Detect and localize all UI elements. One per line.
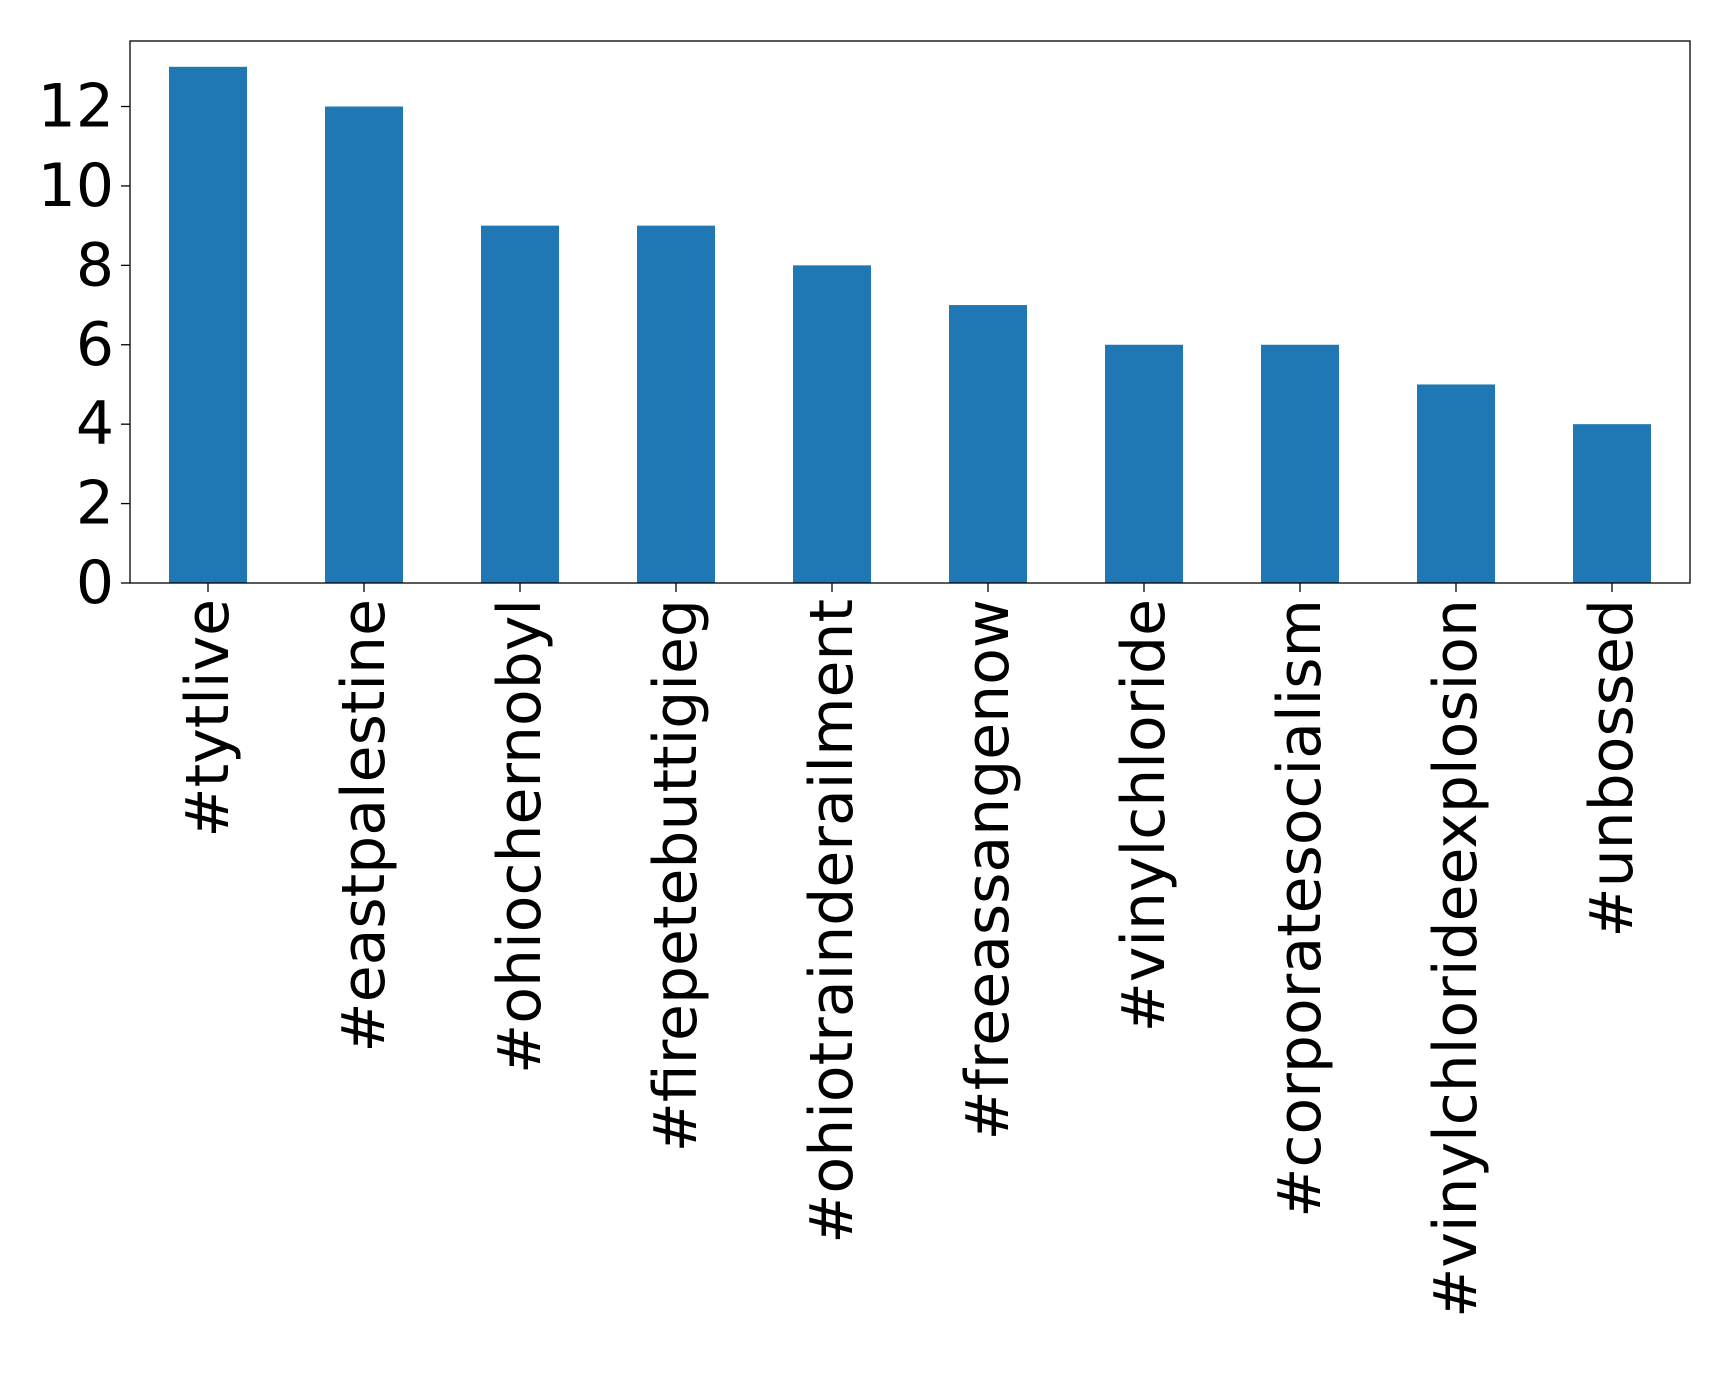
x-tick-label: #vinylchlorideexplosion xyxy=(1421,599,1491,1318)
x-tick-label: #ohiochernobyl xyxy=(485,599,555,1074)
bar-eastpalestine xyxy=(325,106,403,584)
bar-corporatesocialism xyxy=(1261,344,1339,583)
bar-vinylchloride xyxy=(1105,344,1183,583)
x-tick-label: #firepetebuttigieg xyxy=(641,599,711,1152)
y-tick-label: 10 xyxy=(38,151,114,221)
bar-ohiotrainderailment xyxy=(793,265,871,583)
y-tick-label: 6 xyxy=(76,310,114,380)
x-tick-label: #tytlive xyxy=(173,599,243,838)
plot-area-frame xyxy=(129,40,1691,584)
bars-layer xyxy=(169,66,1651,584)
bar-ohiochernobyl xyxy=(481,225,559,583)
bar-unbossed xyxy=(1573,424,1651,583)
x-tick-label: #unbossed xyxy=(1577,599,1647,938)
x-tick-label: #ohiotrainderailment xyxy=(797,599,867,1244)
y-tick-label: 0 xyxy=(76,548,114,618)
x-tick-label: #vinylchloride xyxy=(1109,599,1179,1032)
bar-freeassangenow xyxy=(949,305,1027,583)
x-tick-label: #corporatesocialism xyxy=(1265,599,1335,1218)
y-tick-label: 12 xyxy=(38,72,114,142)
x-axis: #tytlive #eastpalestine #ohiochernobyl #fir… xyxy=(173,583,1647,1318)
x-tick-label: #freeassangenow xyxy=(953,599,1023,1140)
y-tick-label: 2 xyxy=(76,469,114,539)
x-tick-label: #eastpalestine xyxy=(329,599,399,1053)
bar-firepetebuttigieg xyxy=(637,225,715,583)
y-tick-label: 4 xyxy=(76,389,114,459)
bar-tytlive xyxy=(169,66,247,584)
y-tick-label: 8 xyxy=(76,230,114,300)
y-axis: 0 2 4 6 8 10 12 xyxy=(38,72,130,618)
bar-vinylchlorideexplosion xyxy=(1417,384,1495,583)
